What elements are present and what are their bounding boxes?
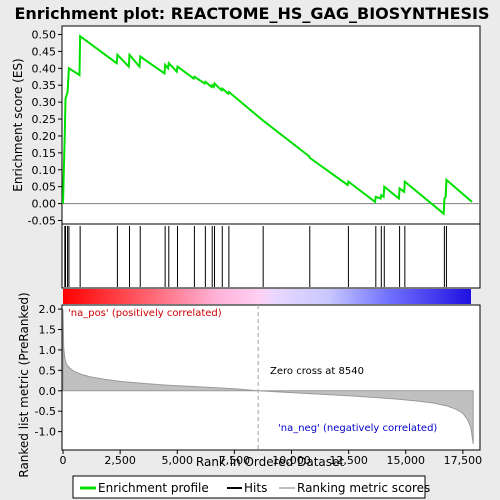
chart-title: Enrichment plot: REACTOME_HS_GAG_BIOSYNT… bbox=[14, 4, 489, 23]
metric-x-tick-label: 5,000 bbox=[162, 454, 194, 467]
es-line bbox=[62, 34, 473, 216]
es-profile-line bbox=[62, 34, 473, 216]
metric-y-axis: -1.0 -0.5 0.0 0.5 1.0 1.5 2.0 bbox=[35, 303, 62, 439]
metric-y-tick-label: 0.5 bbox=[39, 364, 57, 377]
metric-panel bbox=[61, 304, 481, 451]
metric-y-tick-label: 1.5 bbox=[39, 324, 57, 337]
legend-metric-label: Ranking metric scores bbox=[297, 481, 430, 495]
metric-x-tick-label: 2,500 bbox=[104, 454, 136, 467]
es-y-tick-label: 0.50 bbox=[32, 29, 57, 42]
es-y-tick-label: 0.35 bbox=[32, 79, 57, 92]
es-y-axis-label: Enrichment score (ES) bbox=[11, 58, 25, 191]
metric-y-tick-label: 0.0 bbox=[39, 385, 57, 398]
metric-x-tick-label: 12,500 bbox=[329, 454, 368, 467]
es-y-tick-label: 0.10 bbox=[32, 164, 57, 177]
hits-marks bbox=[64, 226, 447, 287]
es-y-tick-label: 0.15 bbox=[32, 147, 57, 160]
neg-correlated-label: 'na_neg' (negatively correlated) bbox=[278, 423, 437, 434]
metric-x-tick-label: 10,000 bbox=[272, 454, 311, 467]
metric-x-tick-label: 0 bbox=[60, 454, 67, 467]
es-y-tick-label: 0.30 bbox=[32, 96, 57, 109]
hits-panel bbox=[61, 223, 481, 289]
metric-y-tick-label: -1.0 bbox=[35, 426, 56, 439]
metric-y-tick-label: 2.0 bbox=[39, 303, 57, 316]
pos-correlated-label: 'na_pos' (positively correlated) bbox=[68, 308, 222, 319]
metric-x-tick-label: 15,000 bbox=[387, 454, 426, 467]
es-y-tick-label: 0.40 bbox=[32, 62, 57, 75]
metric-x-tick-label: 17,500 bbox=[444, 454, 483, 467]
es-y-tick-label: -0.05 bbox=[28, 215, 56, 228]
es-y-tick-label: 0.25 bbox=[32, 113, 57, 126]
legend-enrichment-label: Enrichment profile bbox=[98, 481, 209, 495]
es-panel bbox=[61, 25, 481, 225]
metric-y-axis-label: Ranked list metric (PreRanked) bbox=[17, 292, 31, 477]
rank-color-bar bbox=[63, 289, 471, 304]
metric-y-tick-label: -0.5 bbox=[35, 405, 56, 418]
es-y-tick-label: 0.20 bbox=[32, 130, 57, 143]
legend-box bbox=[72, 475, 426, 499]
zero-cross-label: Zero cross at 8540 bbox=[270, 366, 364, 377]
metric-y-tick-label: 1.0 bbox=[39, 344, 57, 357]
es-y-tick-label: 0.45 bbox=[32, 45, 57, 58]
metric-x-tick-label: 7,500 bbox=[219, 454, 251, 467]
es-y-tick-label: 0.00 bbox=[32, 198, 57, 211]
legend-hits-label: Hits bbox=[244, 481, 267, 495]
es-y-tick-label: 0.05 bbox=[32, 181, 57, 194]
es-y-axis: -0.05 0.00 0.05 0.10 0.15 0.20 0.25 0.30 0.35 0.4… bbox=[28, 29, 62, 228]
metric-x-axis-label: Rank in Ordered Dataset bbox=[196, 455, 344, 469]
metric-x-axis: 0 2,500 5,000 7,500 10,000 12,500 15,000 17,500 bbox=[60, 450, 483, 467]
